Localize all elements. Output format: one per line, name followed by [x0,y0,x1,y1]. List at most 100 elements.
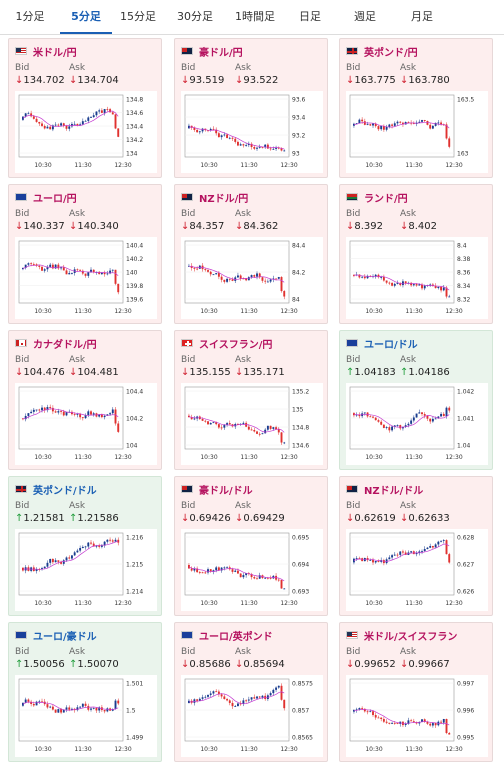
mini-chart[interactable]: 0.695 0.694 0.693 10:30 11:30 12:30 [181,529,323,611]
candle-body [76,123,79,126]
y-tick-label: 93.4 [292,115,306,122]
mini-chart[interactable]: 1.501 1.5 1.499 10:30 11:30 12:30 [15,675,157,757]
card-title[interactable]: ユーロ/ドル [346,336,418,351]
rate-card[interactable]: カナダドル/円 Bid Ask ↓104.476 ↓104.481 104.4 1… [8,330,162,470]
rate-card[interactable]: ユーロ/ドル Bid Ask ↑1.04183 ↑1.04186 1.042 1.… [339,330,493,470]
card-title[interactable]: ユーロ/円 [15,190,77,205]
candle-body [412,284,415,286]
x-tick-label: 11:30 [405,600,422,607]
rate-card[interactable]: ランド/円 Bid Ask ↓8.392 ↓8.402 8.4 8.38 8.36 8… [339,184,493,324]
candle-body [448,138,451,147]
rate-card[interactable]: 米ドル/スイスフラン Bid Ask ↓0.99652 ↓0.99667 0.9… [339,622,493,762]
card-title[interactable]: 米ドル/スイスフラン [346,628,457,643]
za-flag-icon [346,193,358,201]
rate-card[interactable]: 豪ドル/円 Bid Ask ↓93.519 ↓93.522 93.6 93.4 93… [174,38,328,178]
tab-timeframe[interactable]: 5分足 [60,0,112,34]
price-chart: 1.501 1.5 1.499 10:30 11:30 12:30 [18,678,143,753]
mini-chart[interactable]: 0.997 0.996 0.995 10:30 11:30 12:30 [346,675,488,757]
ask-label: Ask [235,501,252,511]
rate-card[interactable]: ユーロ/豪ドル Bid Ask ↑1.50056 ↑1.50070 1.501 1… [8,622,162,762]
currency-pair: ユーロ/豪ドル [33,631,97,643]
card-title[interactable]: スイスフラン/円 [181,336,272,351]
tab-timeframe[interactable]: 30分足 [177,10,213,23]
card-title[interactable]: NZドル/円 [181,190,249,205]
mini-chart[interactable]: 8.4 8.38 8.36 8.34 8.32 10:30 11:30 12:30 [346,237,488,319]
candle-body [361,119,364,122]
rate-card[interactable]: 英ポンド/円 Bid Ask ↓163.775 ↓163.780 163.5 16… [339,38,493,178]
rate-card[interactable]: ユーロ/円 Bid Ask ↓140.337 ↓140.340 140.4 140… [8,184,162,324]
card-title[interactable]: ユーロ/英ポンド [181,628,273,643]
candle-body [81,703,84,707]
tab-timeframe[interactable]: 1時間足 [235,10,275,23]
mini-chart[interactable]: 0.628 0.627 0.626 10:30 11:30 12:30 [346,529,488,611]
mini-chart[interactable]: 140.4 140.2 140 139.8 139.6 10:30 11:30 12:30 [15,237,157,319]
rate-card[interactable]: 豪ドル/ドル Bid Ask ↓0.69426 ↓0.69429 0.695 0.… [174,476,328,616]
candle-body [437,416,440,419]
rate-card[interactable]: NZドル/ドル Bid Ask ↓0.62619 ↓0.62633 0.628 0… [339,476,493,616]
candle-body [418,551,421,553]
mini-chart[interactable]: 0.8575 0.857 0.8565 10:30 11:30 12:30 [181,675,323,757]
card-title[interactable]: カナダドル/円 [15,336,97,351]
candle-body [272,148,275,150]
mini-chart[interactable]: 1.042 1.041 1.04 10:30 11:30 12:30 [346,383,488,465]
rate-card[interactable]: NZドル/円 Bid Ask ↓84.357 ↓84.362 84.4 84.2 8… [174,184,328,324]
bid-value: ↓8.392 [346,221,384,232]
candle-body [237,141,239,146]
y-tick-label: 8.38 [457,256,471,263]
candle-body [272,427,275,429]
x-tick-label: 11:30 [74,600,91,607]
candle-body [24,699,27,703]
card-title[interactable]: 豪ドル/ドル [181,482,253,497]
mini-chart[interactable]: 84.4 84.2 84 10:30 11:30 12:30 [181,237,323,319]
card-title[interactable]: 米ドル/円 [15,44,77,59]
mini-chart[interactable]: 1.216 1.215 1.214 10:30 11:30 12:30 [15,529,157,611]
rate-card[interactable]: ユーロ/英ポンド Bid Ask ↓0.85686 ↓0.85694 0.857… [174,622,328,762]
price-chart: 1.042 1.041 1.04 10:30 11:30 12:30 [349,386,474,461]
tab-timeframe[interactable]: 週足 [354,10,376,23]
candle-body [111,540,114,542]
card-title[interactable]: ユーロ/豪ドル [15,628,97,643]
candle-body [377,126,380,130]
candle-body [217,567,220,571]
card-title[interactable]: 豪ドル/円 [181,44,243,59]
candle-body [84,703,87,706]
tab-timeframe[interactable]: 月足 [411,10,433,23]
y-tick-label: 1.216 [126,535,143,542]
card-title[interactable]: ランド/円 [346,190,408,205]
candle-body [234,706,237,707]
mini-chart[interactable]: 134.8 134.6 134.4 134.2 134 10:30 11:30 12:30 [15,91,157,173]
mini-chart[interactable]: 104.4 104.2 104 10:30 11:30 12:30 [15,383,157,465]
candle-body [237,275,239,278]
candle-body [410,720,413,722]
card-title[interactable]: 英ポンド/ドル [15,482,97,497]
mini-chart[interactable]: 93.6 93.4 93.2 93 10:30 11:30 12:30 [181,91,323,173]
rate-card[interactable]: 米ドル/円 Bid Ask ↓134.702 ↓134.704 134.8 134… [8,38,162,178]
tab-timeframe[interactable]: 15分足 [120,10,156,23]
rate-card[interactable]: 英ポンド/ドル Bid Ask ↑1.21581 ↑1.21586 1.216 1… [8,476,162,616]
mini-chart[interactable]: 135.2 135 134.8 134.6 10:30 11:30 12:30 [181,383,323,465]
card-title[interactable]: 英ポンド/円 [346,44,418,59]
candle-body [272,689,275,694]
candle-body [442,413,445,417]
tab-timeframe[interactable]: 1分足 [15,10,45,23]
currency-pair: 英ポンド/ドル [33,485,97,497]
eu-flag-icon [346,339,358,347]
candle-body [382,424,385,428]
chart-frame [184,386,290,450]
candle-body [374,123,377,127]
trend-arrow-icon: ↓ [400,75,409,86]
mini-chart[interactable]: 163.5 163 10:30 11:30 12:30 [346,91,488,173]
rate-card[interactable]: スイスフラン/円 Bid Ask ↓135.155 ↓135.171 135.2… [174,330,328,470]
candle-body [87,542,90,547]
candle-body [27,113,30,115]
card-title[interactable]: NZドル/ドル [346,482,423,497]
y-tick-label: 135 [292,407,304,414]
candle-body [188,565,190,569]
y-tick-label: 8.32 [457,297,471,304]
ask-value: ↓134.704 [69,75,119,86]
tab-timeframe[interactable]: 日足 [299,10,321,23]
candle-body [84,415,87,419]
currency-pair: NZドル/円 [199,193,249,205]
x-tick-label: 10:30 [365,308,382,315]
x-tick-label: 11:30 [405,308,422,315]
